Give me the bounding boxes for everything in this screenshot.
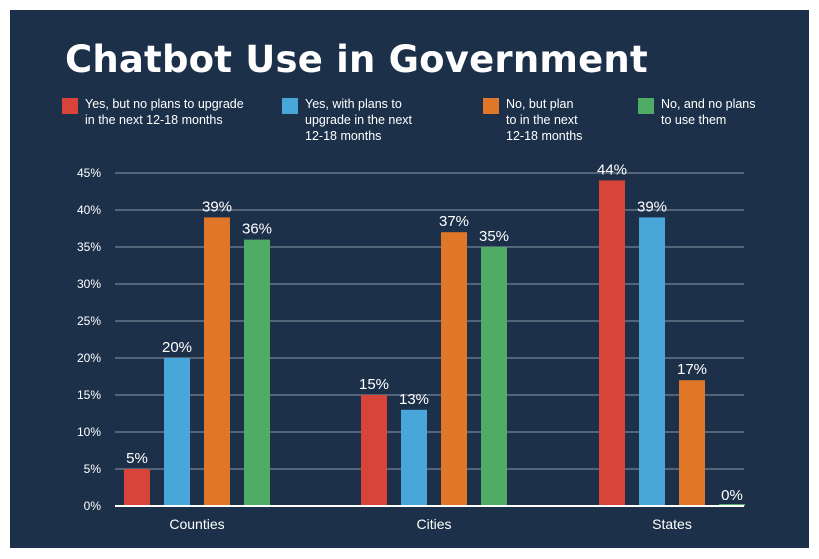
y-tick-label: 10% xyxy=(77,425,101,439)
bar xyxy=(164,358,190,506)
y-tick-label: 25% xyxy=(77,314,101,328)
data-label: 37% xyxy=(439,213,469,230)
data-label: 17% xyxy=(677,361,707,378)
x-tick-label: Cities xyxy=(416,516,451,532)
data-label: 44% xyxy=(597,161,627,178)
bar xyxy=(244,239,270,506)
bar xyxy=(679,380,705,506)
legend-item-no-no-plans: No, and no plans to use them xyxy=(638,96,756,128)
y-tick-label: 40% xyxy=(77,203,101,217)
legend-swatch-red xyxy=(62,98,78,114)
y-tick-label: 0% xyxy=(84,499,102,513)
bar xyxy=(401,409,427,506)
data-label: 20% xyxy=(162,339,192,356)
data-label: 5% xyxy=(126,450,148,467)
legend-swatch-green xyxy=(638,98,654,114)
chart-panel: Chatbot Use in Government Yes, but no pl… xyxy=(10,10,809,548)
bar xyxy=(124,469,150,506)
bar-chart: 0% 5% 10% 15% 20% 25% 30% 35% 40% 45% 5% 20% 39% 36% C… xyxy=(77,161,745,532)
legend-item-yes-no-upgrade: Yes, but no plans to upgrade in the next… xyxy=(62,96,244,128)
legend-swatch-blue xyxy=(282,98,298,114)
y-tick-label: 15% xyxy=(77,388,101,402)
data-label: 36% xyxy=(242,221,272,238)
bar xyxy=(639,217,665,506)
legend-swatch-orange xyxy=(483,98,499,114)
bar xyxy=(481,247,507,506)
data-label: 35% xyxy=(479,228,509,245)
y-tick-label: 20% xyxy=(77,351,101,365)
x-tick-label: Counties xyxy=(169,516,224,532)
legend-label: No, and no plans to use them xyxy=(661,97,756,127)
data-label: 13% xyxy=(399,391,429,408)
y-tick-label: 35% xyxy=(77,240,101,254)
data-label: 15% xyxy=(359,376,389,393)
x-tick-label: States xyxy=(652,516,692,532)
data-label: 39% xyxy=(637,198,667,215)
legend-item-no-plan: No, but plan to in the next 12-18 months xyxy=(483,96,582,144)
legend-label: Yes, but no plans to upgrade in the next… xyxy=(85,97,244,127)
bar xyxy=(361,395,387,506)
legend-label: Yes, with plans to upgrade in the next 1… xyxy=(305,97,413,143)
data-label: 0% xyxy=(721,487,743,504)
y-tick-label: 5% xyxy=(84,462,102,476)
bar xyxy=(441,232,467,506)
legend-item-yes-upgrade: Yes, with plans to upgrade in the next 1… xyxy=(282,96,412,144)
bar xyxy=(204,217,230,506)
y-tick-label: 30% xyxy=(77,277,101,291)
legend-label: No, but plan to in the next 12-18 months xyxy=(506,97,583,143)
y-tick-label: 45% xyxy=(77,166,101,180)
chart-title: Chatbot Use in Government xyxy=(65,38,648,81)
data-label: 39% xyxy=(202,198,232,215)
bar xyxy=(599,180,625,506)
